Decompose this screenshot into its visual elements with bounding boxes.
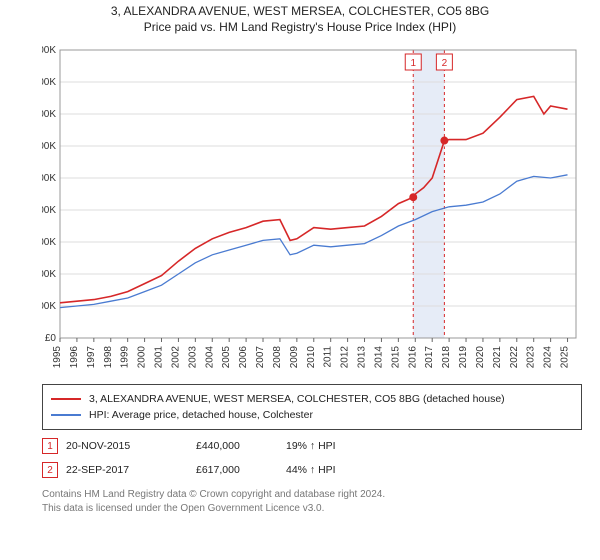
svg-text:2015: 2015 [390, 346, 401, 369]
legend-swatch-2 [51, 414, 81, 416]
transaction-row: 1 20-NOV-2015£440,00019% ↑ HPI [42, 438, 582, 454]
svg-text:£600K: £600K [42, 141, 56, 152]
svg-text:2020: 2020 [475, 346, 486, 369]
svg-text:2017: 2017 [424, 346, 435, 369]
svg-text:£500K: £500K [42, 173, 56, 184]
svg-text:1998: 1998 [103, 346, 114, 369]
svg-text:2024: 2024 [543, 346, 554, 369]
footnote-line-2: This data is licensed under the Open Gov… [42, 502, 582, 516]
svg-text:£300K: £300K [42, 237, 56, 248]
svg-text:2008: 2008 [272, 346, 283, 369]
legend: 3, ALEXANDRA AVENUE, WEST MERSEA, COLCHE… [42, 384, 582, 430]
svg-text:£700K: £700K [42, 109, 56, 120]
svg-text:2009: 2009 [289, 346, 300, 369]
transaction-price: £617,000 [196, 464, 286, 476]
svg-text:2005: 2005 [221, 346, 232, 369]
svg-text:1996: 1996 [69, 346, 80, 369]
svg-text:2023: 2023 [526, 346, 537, 369]
svg-text:2013: 2013 [357, 346, 368, 369]
transaction-vs-hpi: 44% ↑ HPI [286, 464, 396, 476]
svg-text:1995: 1995 [52, 346, 63, 369]
transaction-row: 2 22-SEP-2017£617,00044% ↑ HPI [42, 462, 582, 478]
svg-text:£400K: £400K [42, 205, 56, 216]
legend-swatch-1 [51, 398, 81, 400]
svg-text:2010: 2010 [306, 346, 317, 369]
svg-text:2007: 2007 [255, 346, 266, 369]
svg-text:2019: 2019 [458, 346, 469, 369]
svg-text:2011: 2011 [323, 346, 334, 368]
svg-text:£100K: £100K [42, 301, 56, 312]
chart-area: £0 £100K £200K £300K £400K £500K £600K £700K £80… [42, 44, 582, 374]
svg-text:2012: 2012 [340, 346, 351, 369]
line-chart: £0 £100K £200K £300K £400K £500K £600K £700K £80… [42, 44, 582, 374]
svg-text:£800K: £800K [42, 77, 56, 88]
svg-text:2014: 2014 [373, 346, 384, 369]
svg-text:2001: 2001 [154, 346, 165, 369]
transaction-marker-icon: 2 [42, 462, 58, 478]
transaction-vs-hpi: 19% ↑ HPI [286, 440, 396, 452]
legend-label-2: HPI: Average price, detached house, Colc… [89, 409, 313, 421]
svg-text:2021: 2021 [492, 346, 503, 369]
legend-row: HPI: Average price, detached house, Colc… [51, 407, 573, 423]
svg-text:£900K: £900K [42, 45, 56, 56]
svg-text:2022: 2022 [509, 346, 520, 369]
chart-title-1: 3, ALEXANDRA AVENUE, WEST MERSEA, COLCHE… [0, 4, 600, 18]
svg-text:2004: 2004 [204, 346, 215, 369]
legend-label-1: 3, ALEXANDRA AVENUE, WEST MERSEA, COLCHE… [89, 393, 505, 405]
transaction-marker-icon: 1 [42, 438, 58, 454]
svg-text:2000: 2000 [137, 346, 148, 369]
svg-text:2016: 2016 [407, 346, 418, 369]
svg-text:2006: 2006 [238, 346, 249, 369]
transaction-date: 20-NOV-2015 [66, 440, 196, 452]
svg-text:1: 1 [410, 58, 416, 69]
svg-text:2002: 2002 [170, 346, 181, 369]
chart-title-2: Price paid vs. HM Land Registry's House … [0, 20, 600, 34]
svg-text:2003: 2003 [187, 346, 198, 369]
legend-row: 3, ALEXANDRA AVENUE, WEST MERSEA, COLCHE… [51, 391, 573, 407]
footnote: Contains HM Land Registry data © Crown c… [42, 488, 582, 515]
svg-text:£200K: £200K [42, 269, 56, 280]
transaction-date: 22-SEP-2017 [66, 464, 196, 476]
svg-text:£0: £0 [45, 333, 57, 344]
svg-text:2: 2 [442, 58, 448, 69]
svg-text:2018: 2018 [441, 346, 452, 369]
transaction-price: £440,000 [196, 440, 286, 452]
svg-text:2025: 2025 [560, 346, 571, 369]
svg-text:1997: 1997 [86, 346, 97, 369]
svg-text:1999: 1999 [120, 346, 131, 369]
footnote-line-1: Contains HM Land Registry data © Crown c… [42, 488, 582, 502]
